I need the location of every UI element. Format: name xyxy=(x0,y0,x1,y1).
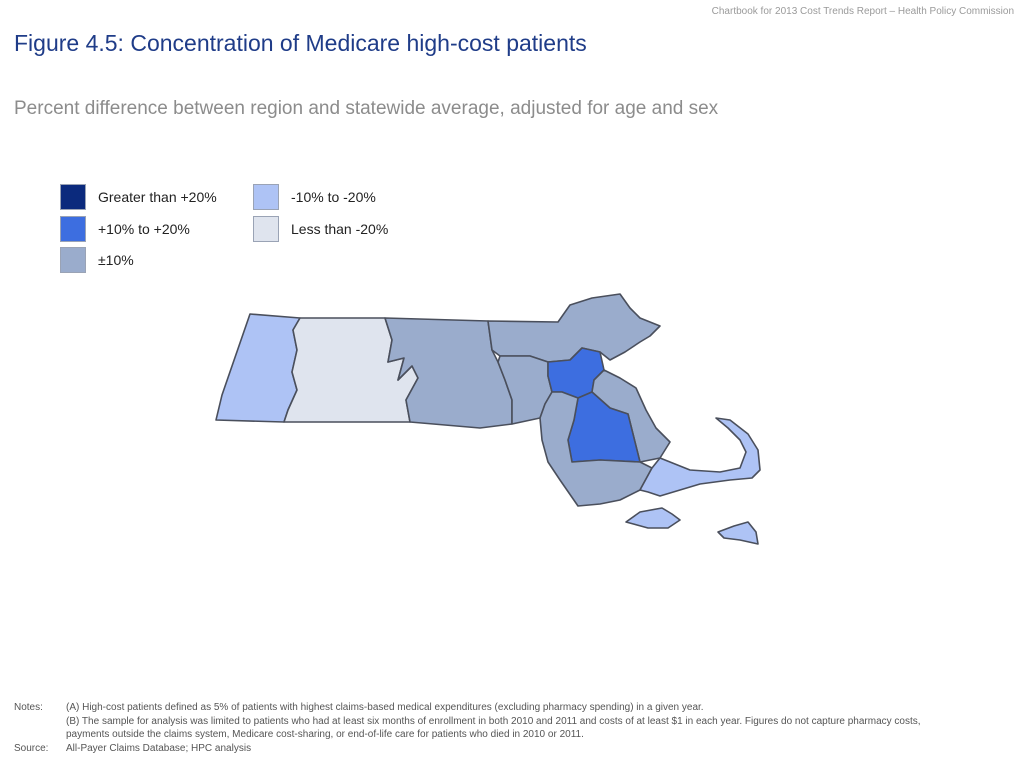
figure-subtitle: Percent difference between region and st… xyxy=(14,98,719,119)
legend-swatch xyxy=(60,184,86,210)
legend-label: Greater than +20% xyxy=(98,189,217,205)
notes-label: Notes: xyxy=(14,702,43,713)
legend-swatch xyxy=(60,247,86,273)
map-legend: Greater than +20% +10% to +20% ±10% -10%… xyxy=(60,184,460,284)
legend-swatch xyxy=(253,216,279,242)
source-text: All-Payer Claims Database; HPC analysis xyxy=(66,742,252,754)
region-cape-and-islands-marthas-vineyard xyxy=(625,507,681,529)
source-label: Source: xyxy=(14,742,49,754)
legend-swatch xyxy=(253,184,279,210)
legend-label: ±10% xyxy=(98,252,134,268)
region-cape-and-islands-nantucket xyxy=(717,521,759,545)
region-central xyxy=(384,317,513,429)
figure-title: Figure 4.5: Concentration of Medicare hi… xyxy=(14,30,587,56)
legend-item-lt-neg20: Less than -20% xyxy=(253,216,388,242)
legend-item-10-20: +10% to +20% xyxy=(60,216,190,242)
note-a: (A) High-cost patients defined as 5% of … xyxy=(66,702,704,713)
legend-item-pm10: ±10% xyxy=(60,247,134,273)
header-note: Chartbook for 2013 Cost Trends Report – … xyxy=(711,6,1014,17)
note-b: (B) The sample for analysis was limited … xyxy=(66,715,921,741)
legend-item-neg10-20: -10% to -20% xyxy=(253,184,376,210)
region-southeast xyxy=(539,391,653,507)
region-cape-and-islands xyxy=(639,417,761,497)
legend-item-gt20: Greater than +20% xyxy=(60,184,217,210)
legend-label: Less than -20% xyxy=(291,221,389,237)
region-western xyxy=(215,313,301,423)
legend-label: -10% to -20% xyxy=(291,189,376,205)
footnotes: Notes: (A) High-cost patients defined as… xyxy=(14,701,956,755)
region-northeast xyxy=(487,293,661,363)
legend-label: +10% to +20% xyxy=(98,221,190,237)
legend-swatch xyxy=(60,216,86,242)
